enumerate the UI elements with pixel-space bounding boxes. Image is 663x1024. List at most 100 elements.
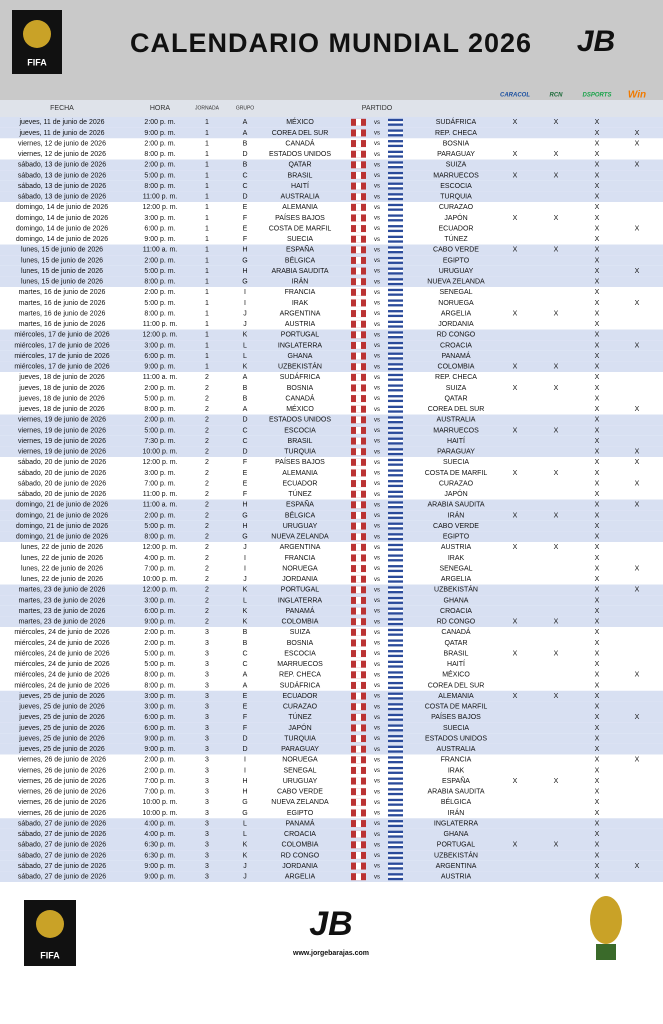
flag-stripe <box>356 554 361 562</box>
date: jueves, 18 de junio de 2026 <box>18 406 105 413</box>
flag-stripe <box>388 726 403 730</box>
away-team: ESCOCIA <box>440 183 472 190</box>
home-team: QATAR <box>288 162 311 169</box>
date: sábado, 27 de junio de 2026 <box>18 820 106 827</box>
flag-stripe <box>356 533 361 541</box>
date: sábado, 20 de junio de 2026 <box>18 459 106 466</box>
date: miércoles, 17 de junio de 2026 <box>14 342 109 349</box>
vs: vs <box>374 417 380 423</box>
broadcast-mark: X <box>595 353 600 360</box>
time: 2:00 p. m. <box>144 629 175 636</box>
broadcast-mark: X <box>635 342 640 349</box>
home-team: URUGUAY <box>283 523 318 530</box>
matchday: 3 <box>205 810 209 817</box>
broadcast-mark: X <box>554 247 559 254</box>
group: D <box>242 151 247 158</box>
group: I <box>244 767 246 774</box>
broadcast-mark: X <box>595 810 600 817</box>
away-team: SENEGAL <box>439 565 472 572</box>
broadcast-mark: X <box>554 544 559 551</box>
group: A <box>243 130 248 137</box>
broadcast-mark: X <box>635 268 640 275</box>
home-team: JORDANIA <box>282 576 318 583</box>
broadcast-mark: X <box>554 151 559 158</box>
home-team: BOSNIA <box>287 385 314 392</box>
group: L <box>243 820 247 827</box>
matchday: 1 <box>205 247 209 254</box>
vs: vs <box>374 226 380 232</box>
date: viernes, 26 de junio de 2026 <box>18 810 106 817</box>
broadcast-mark: X <box>635 140 640 147</box>
time: 3:00 p. m. <box>144 693 175 700</box>
broadcast-mark: X <box>513 778 518 785</box>
date: domingo, 21 de junio de 2026 <box>16 523 108 530</box>
group: G <box>242 257 247 264</box>
flag-stripe <box>356 650 361 658</box>
away-team: ARABIA SAUDITA <box>427 789 484 796</box>
flag-stripe <box>388 875 403 878</box>
away-team: QATAR <box>444 640 467 647</box>
home-team: PORTUGAL <box>281 332 319 339</box>
group: E <box>243 204 248 211</box>
broadcast-mark: X <box>595 247 600 254</box>
flag-stripe <box>388 322 403 326</box>
flag-stripe <box>356 288 361 296</box>
group: A <box>243 406 248 413</box>
group: E <box>243 480 248 487</box>
flag-stripe <box>388 174 403 177</box>
time: 6:00 p. m. <box>144 608 175 615</box>
away-team: URUGUAY <box>439 268 474 275</box>
vs: vs <box>374 301 380 307</box>
vs: vs <box>374 332 380 338</box>
time: 6:30 p. m. <box>144 852 175 859</box>
flag-stripe <box>356 841 361 849</box>
flag-stripe <box>356 830 361 838</box>
broadcast-mark: X <box>554 310 559 317</box>
date: viernes, 12 de junio de 2026 <box>18 140 106 147</box>
matchday: 2 <box>205 597 209 604</box>
time: 9:00 p. m. <box>144 874 175 881</box>
row-band <box>0 127 663 139</box>
group: A <box>243 374 248 381</box>
row-band <box>0 839 663 851</box>
vs: vs <box>374 152 380 158</box>
broadcast-mark: X <box>513 427 518 434</box>
group: E <box>243 225 248 232</box>
time: 2:00 p. m. <box>144 640 175 647</box>
date: miércoles, 17 de junio de 2026 <box>14 364 109 371</box>
home-team: SENEGAL <box>283 767 316 774</box>
home-team: TURQUIA <box>284 449 316 456</box>
group: K <box>243 587 248 594</box>
away-team: ECUADOR <box>438 225 473 232</box>
flag-stripe <box>356 299 361 307</box>
flag-stripe <box>356 235 361 243</box>
home-team: AUSTRIA <box>285 321 316 328</box>
flag-stripe <box>356 777 361 785</box>
date: jueves, 18 de junio de 2026 <box>18 374 105 381</box>
vs: vs <box>374 587 380 593</box>
vs: vs <box>374 396 380 402</box>
broadcast-mark: X <box>595 502 600 509</box>
broadcast-mark: X <box>513 544 518 551</box>
group: A <box>243 682 248 689</box>
broadcast-mark: X <box>595 842 600 849</box>
matchday: 3 <box>205 757 209 764</box>
time: 8:00 p. m. <box>144 534 175 541</box>
flag-stripe <box>356 724 361 732</box>
flag-stripe <box>388 620 403 623</box>
group: H <box>242 502 247 509</box>
flag-stripe <box>388 184 403 188</box>
row-band <box>0 170 663 181</box>
time: 10:00 p. m. <box>142 576 177 583</box>
row-band <box>0 329 663 341</box>
flag-stripe <box>356 671 361 679</box>
broadcast-mark: X <box>595 512 600 519</box>
matchday: 1 <box>205 332 209 339</box>
broadcast-mark: X <box>595 874 600 881</box>
group: G <box>242 279 247 286</box>
group: D <box>242 746 247 753</box>
away-team: ESTADOS UNIDOS <box>425 735 487 742</box>
home-team: PANAMÁ <box>285 606 314 615</box>
broadcast-mark: X <box>595 374 600 381</box>
matchday: 2 <box>205 459 209 466</box>
